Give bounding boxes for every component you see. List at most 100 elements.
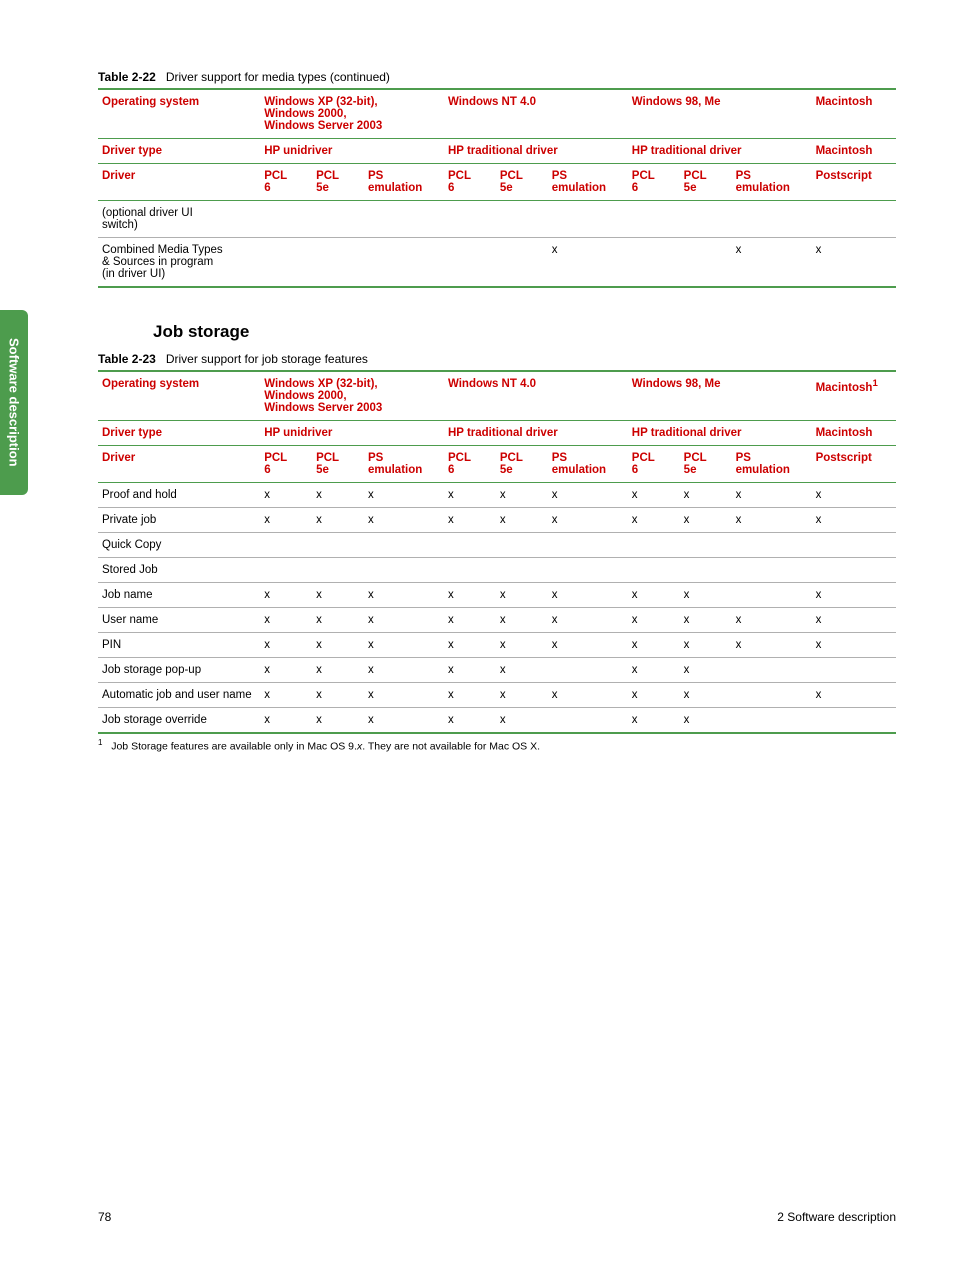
row-cell: x: [364, 658, 444, 683]
t22-comb-2: [312, 238, 364, 288]
row-cell: [496, 533, 548, 558]
t23-c10: Postscript: [812, 446, 896, 483]
row-cell: x: [812, 508, 896, 533]
t23-c2: PCL5e: [312, 446, 364, 483]
row-cell: x: [680, 708, 732, 734]
t22-c9a: PS: [736, 170, 751, 182]
t22-c2a: PCL: [316, 170, 339, 182]
t23-c9b: emulation: [736, 464, 790, 476]
t22-comb-8: [680, 238, 732, 288]
t22-c3a: PS: [368, 170, 383, 182]
row-cell: x: [364, 483, 444, 508]
t22-c3: PSemulation: [364, 164, 444, 201]
t22-os-win-c: Windows Server 2003: [264, 120, 382, 132]
table-row: Private jobxxxxxxxxxx: [98, 508, 896, 533]
row-cell: x: [444, 583, 496, 608]
t22-row-comb: Combined Media Types & Sources in progra…: [98, 238, 896, 288]
row-cell: x: [548, 508, 628, 533]
row-cell: x: [812, 583, 896, 608]
row-cell: [548, 533, 628, 558]
t22-c2: PCL5e: [312, 164, 364, 201]
t22-os-98: Windows 98, Me: [628, 89, 812, 139]
t22-dtype-trad1: HP traditional driver: [444, 139, 628, 164]
row-cell: x: [364, 608, 444, 633]
row-cell: [260, 558, 312, 583]
row-cell: [732, 533, 812, 558]
t23-c1a: PCL: [264, 452, 287, 464]
row-cell: x: [312, 608, 364, 633]
row-cell: x: [628, 633, 680, 658]
row-cell: [496, 558, 548, 583]
row-cell: x: [496, 633, 548, 658]
t22-os-win-b: Windows 2000,: [264, 108, 346, 120]
t22-c4a: PCL: [448, 170, 471, 182]
t22-c1a: PCL: [264, 170, 287, 182]
t22-c7: PCL6: [628, 164, 680, 201]
t22-row-comb-fa: Combined Media Types: [102, 244, 223, 256]
t23-c8: PCL5e: [680, 446, 732, 483]
t22-c8: PCL5e: [680, 164, 732, 201]
table-row: Job storage pop-upxxxxxxx: [98, 658, 896, 683]
t22-c5: PCL5e: [496, 164, 548, 201]
table22: Operating system Windows XP (32-bit), Wi…: [98, 88, 896, 288]
row-cell: x: [260, 583, 312, 608]
table-row: Proof and holdxxxxxxxxxx: [98, 483, 896, 508]
footer-page-num: 78: [98, 1210, 111, 1224]
t22-dtype-trad2: HP traditional driver: [628, 139, 812, 164]
t23-os-nt: Windows NT 4.0: [444, 371, 628, 421]
table-row: Job storage overridexxxxxxx: [98, 708, 896, 734]
row-cell: x: [364, 708, 444, 734]
t23-c2a: PCL: [316, 452, 339, 464]
t22-row-comb-f: Combined Media Types & Sources in progra…: [98, 238, 260, 288]
t23-os-win-a: Windows XP (32-bit),: [264, 378, 377, 390]
row-cell: x: [260, 508, 312, 533]
row-cell: x: [812, 608, 896, 633]
t22-os-nt: Windows NT 4.0: [444, 89, 628, 139]
row-cell: x: [312, 508, 364, 533]
table-row: Quick Copy: [98, 533, 896, 558]
row-cell: x: [364, 508, 444, 533]
t23-drv-label: Driver: [98, 446, 260, 483]
table23-footnote: 1 Job Storage features are available onl…: [98, 734, 896, 753]
row-cell: x: [628, 658, 680, 683]
row-cell: x: [260, 483, 312, 508]
t22-comb-6: x: [548, 238, 628, 288]
t22-comb-7: [628, 238, 680, 288]
row-cell: [732, 583, 812, 608]
t23-os-win: Windows XP (32-bit), Windows 2000, Windo…: [260, 371, 444, 421]
row-cell: x: [496, 583, 548, 608]
table22-caption: Table 2-22 Driver support for media type…: [98, 70, 896, 84]
table22-txt: [159, 70, 166, 84]
t23-c7: PCL6: [628, 446, 680, 483]
t22-c6: PSemulation: [548, 164, 628, 201]
row-cell: [812, 533, 896, 558]
row-cell: x: [628, 708, 680, 734]
row-cell: [312, 533, 364, 558]
row-cell: x: [732, 483, 812, 508]
row-cell: [548, 658, 628, 683]
t23-dtype-uni: HP unidriver: [260, 421, 444, 446]
row-cell: x: [680, 508, 732, 533]
t22-comb-4: [444, 238, 496, 288]
row-cell: [312, 558, 364, 583]
t23-os-98: Windows 98, Me: [628, 371, 812, 421]
row-cell: x: [812, 633, 896, 658]
row-feature: User name: [98, 608, 260, 633]
row-cell: x: [628, 508, 680, 533]
row-feature: Private job: [98, 508, 260, 533]
row-cell: x: [444, 633, 496, 658]
row-cell: x: [628, 583, 680, 608]
row-feature: Job storage override: [98, 708, 260, 734]
row-cell: x: [260, 608, 312, 633]
page-footer: 78 2 Software description: [98, 1210, 896, 1224]
row-feature: Quick Copy: [98, 533, 260, 558]
t22-comb-5: [496, 238, 548, 288]
row-cell: x: [732, 633, 812, 658]
footnote-num: 1: [98, 738, 102, 747]
side-tab: Software description: [0, 310, 28, 495]
t22-c6a: PS: [552, 170, 567, 182]
t22-row-opt-f: (optional driver UIswitch): [98, 201, 260, 238]
row-cell: x: [260, 658, 312, 683]
t22-row-opt: (optional driver UIswitch): [98, 201, 896, 238]
row-cell: [444, 558, 496, 583]
